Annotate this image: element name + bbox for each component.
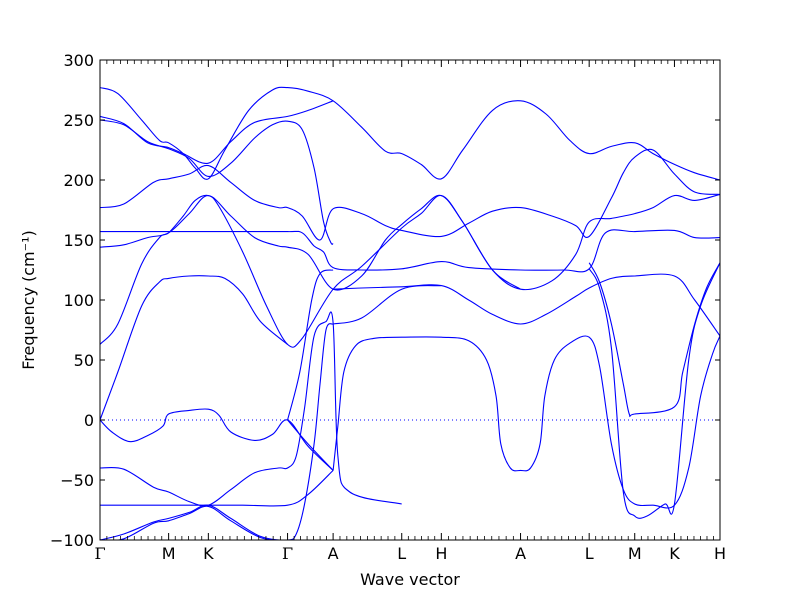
band-line-8 [100, 275, 288, 421]
x-tick-label: Γ [94, 544, 105, 563]
band-line-15 [100, 311, 402, 507]
x-tick-label: A [328, 544, 339, 563]
band-line-18 [115, 505, 278, 540]
y-tick-label: −50 [60, 471, 94, 490]
x-axis-title: Wave vector [360, 570, 460, 589]
x-tick-label: K [203, 544, 214, 563]
y-axis-title: Frequency (cm⁻¹) [19, 230, 38, 369]
band-line-19 [588, 262, 720, 519]
band-line-2 [100, 100, 334, 165]
band-line-17 [100, 323, 334, 540]
x-tick-label: M [628, 544, 642, 563]
y-tick-label: 50 [74, 351, 94, 370]
y-tick-label: 100 [63, 291, 94, 310]
x-tick-label: L [397, 544, 406, 563]
y-tick-label: 150 [63, 231, 94, 250]
y-tick-label: 250 [63, 111, 94, 130]
band-line-11 [332, 285, 442, 325]
x-tick-label: H [435, 544, 447, 563]
x-tick-label: H [714, 544, 726, 563]
band-line-4 [100, 148, 720, 241]
band-line-7 [100, 194, 521, 348]
x-tick-label: A [515, 544, 526, 563]
x-tick-label: Γ [282, 544, 293, 563]
y-tick-label: 0 [84, 411, 94, 430]
x-tick-label: L [585, 544, 594, 563]
y-tick-label: 300 [63, 51, 94, 70]
band-line-9 [287, 269, 334, 421]
y-tick-label: 200 [63, 171, 94, 190]
band-line-6 [100, 193, 720, 291]
x-tick-label: K [669, 544, 680, 563]
band-line-5 [100, 229, 720, 273]
band-line-3 [100, 119, 334, 245]
band-line-13 [287, 419, 334, 471]
band-line-20 [588, 262, 720, 418]
y-tick-label: −100 [50, 531, 94, 550]
x-tick-label: M [162, 544, 176, 563]
band-line-12 [100, 408, 334, 471]
